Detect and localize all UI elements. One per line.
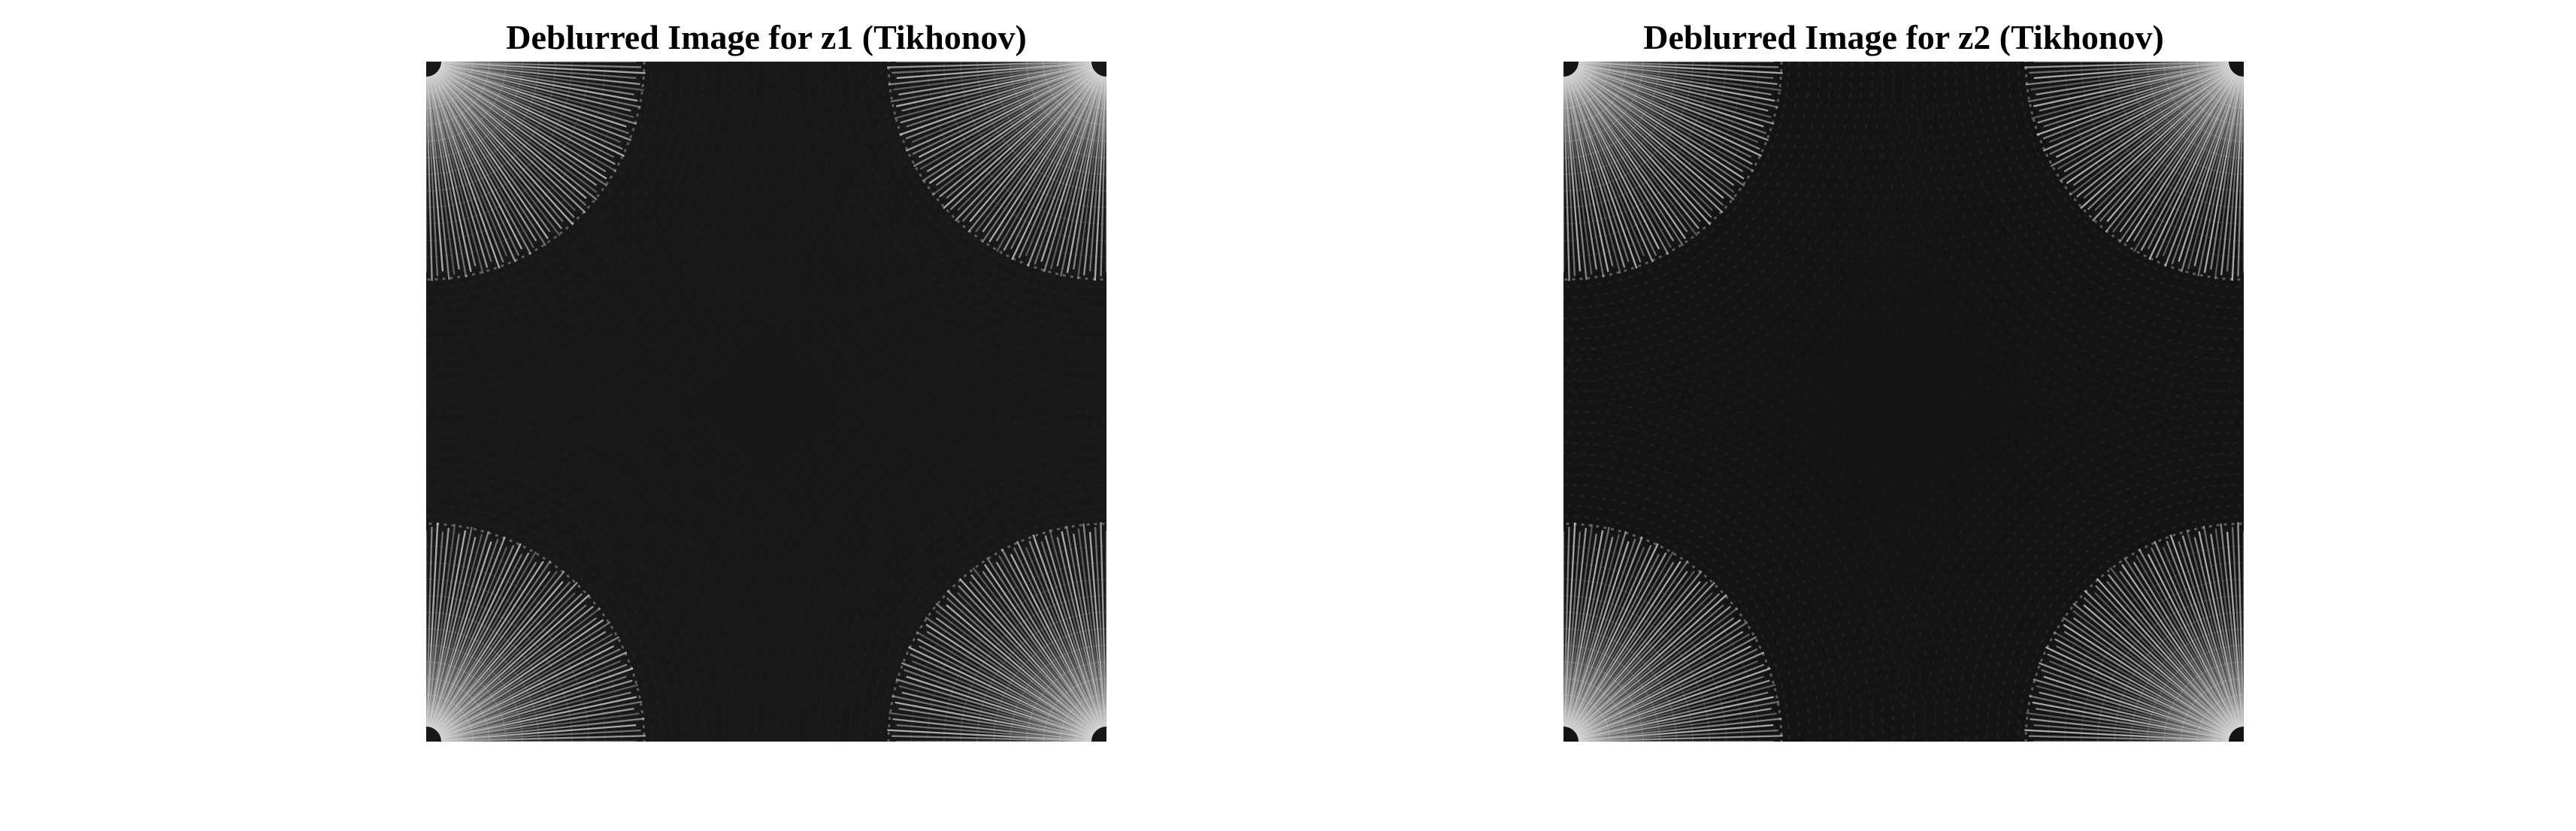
corner-spokes	[426, 522, 646, 742]
corner-spokes	[887, 522, 1106, 742]
deblurred-image-z2	[1563, 62, 2244, 742]
corner-spokes	[1563, 522, 1783, 742]
deblurred-image-z1	[426, 62, 1106, 742]
corner-spokes	[426, 62, 646, 281]
panel-2-image	[1563, 62, 2244, 742]
panel-1-image	[426, 62, 1106, 742]
image-background	[1563, 62, 2244, 742]
image-background	[426, 62, 1106, 742]
corner-spokes	[2024, 62, 2244, 281]
corner-spokes	[887, 62, 1106, 281]
corner-spokes	[2024, 522, 2244, 742]
panel-1-title: Deblurred Image for z1 (Tikhonov)	[506, 18, 1027, 56]
panel-2-title: Deblurred Image for z2 (Tikhonov)	[1643, 18, 2164, 56]
corner-spokes	[1563, 62, 1783, 281]
